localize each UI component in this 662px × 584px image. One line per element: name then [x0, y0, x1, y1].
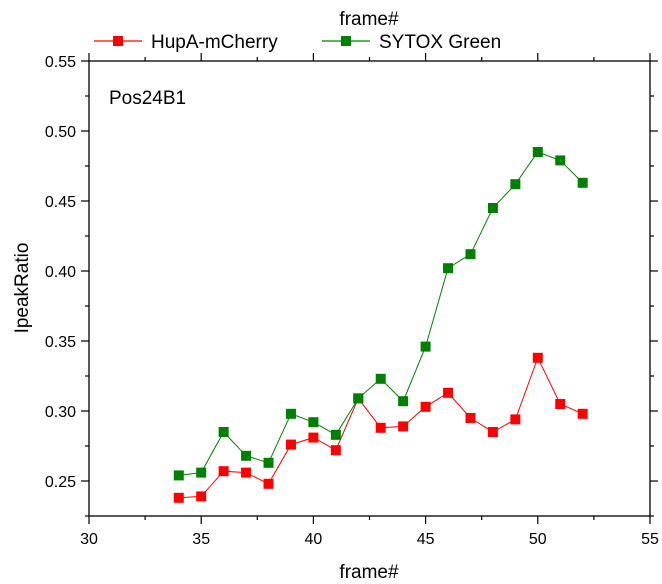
data-point: [263, 457, 274, 468]
data-point: [577, 408, 588, 419]
data-point: [375, 422, 386, 433]
data-point: [398, 396, 409, 407]
data-point: [330, 429, 341, 440]
x-tick-label: 30: [80, 531, 98, 548]
data-point: [443, 387, 454, 398]
chart-annotation: Pos24B1: [109, 88, 186, 109]
data-point: [241, 467, 252, 478]
data-point: [196, 491, 207, 502]
data-point: [510, 414, 521, 425]
data-point: [308, 417, 319, 428]
data-point: [443, 263, 454, 274]
data-point: [308, 432, 319, 443]
data-point: [487, 427, 498, 437]
data-point: [577, 177, 588, 188]
data-point: [465, 413, 476, 423]
x-tick-label: 40: [305, 531, 323, 548]
data-point: [218, 466, 229, 477]
legend-item: SYTOX Green: [322, 32, 501, 53]
data-point: [420, 341, 431, 352]
data-point: [555, 399, 566, 409]
y-tick-label: 0.40: [45, 264, 76, 281]
y-tick-label: 0.30: [45, 404, 76, 421]
x-tick-label: 50: [529, 531, 547, 548]
legend: HupA-mCherry SYTOX Green: [94, 32, 501, 53]
top-axis-label: frame#: [339, 9, 399, 30]
data-point: [398, 421, 409, 432]
plot-frame: [88, 60, 651, 517]
x-tick-label: 35: [192, 531, 210, 548]
y-axis-label: IpeakRatio: [12, 243, 33, 334]
y-tick-label: 0.55: [45, 54, 76, 71]
data-point: [510, 179, 521, 190]
x-axis-label: frame#: [339, 562, 399, 583]
y-tick-label: 0.50: [45, 124, 76, 141]
legend-marker: [113, 36, 123, 46]
data-point: [532, 147, 543, 157]
data-point: [555, 155, 566, 166]
series-2: [173, 147, 588, 481]
data-point: [263, 478, 274, 489]
legend-label: SYTOX Green: [379, 32, 501, 53]
data-point: [285, 408, 296, 419]
y-tick-label: 0.45: [45, 194, 76, 211]
legend-label: HupA-mCherry: [151, 32, 278, 53]
data-point: [532, 352, 543, 363]
series-layer: [173, 147, 588, 503]
data-point: [330, 445, 341, 456]
data-point: [465, 249, 476, 260]
y-tick-label: 0.35: [45, 334, 76, 351]
data-point: [173, 470, 184, 481]
data-point: [353, 393, 364, 404]
data-point: [285, 439, 296, 450]
data-point: [241, 450, 252, 461]
data-point: [196, 467, 207, 478]
legend-item: HupA-mCherry: [94, 32, 278, 53]
y-tick-label: 0.25: [45, 474, 76, 491]
data-point: [218, 427, 229, 437]
data-point: [375, 373, 386, 384]
data-point: [420, 401, 431, 412]
legend-marker: [341, 36, 351, 46]
data-point: [173, 492, 184, 503]
x-tick-label: 55: [641, 531, 659, 548]
x-tick-label: 45: [417, 531, 435, 548]
axes: 30 35 40 45 50 55 0.25 0.30 0.35 0.40 0.45 0.50 0.55: [45, 53, 659, 548]
text-layer: frame# frame# IpeakRatio Pos24B1: [12, 9, 399, 583]
data-point: [487, 203, 498, 213]
